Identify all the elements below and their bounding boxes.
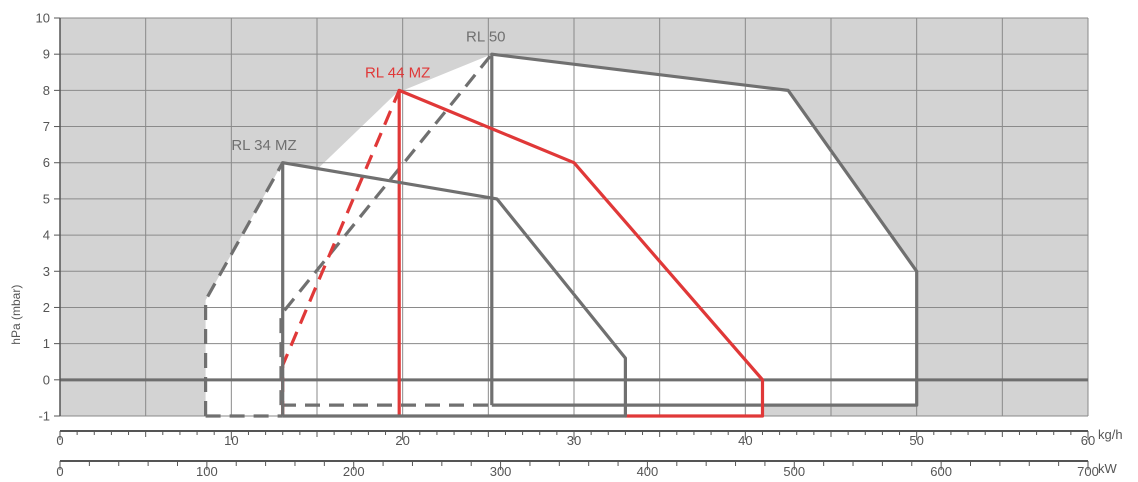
- y-tick-label: 4: [43, 228, 50, 243]
- rl-34-mz-label: RL 34 MZ: [231, 137, 296, 154]
- kgh-unit-label: kg/h: [1098, 427, 1123, 442]
- kw-tick-label: 600: [930, 464, 952, 479]
- rl-44-mz-label: RL 44 MZ: [365, 65, 430, 82]
- y-tick-label: 1: [43, 336, 50, 351]
- kw-unit-label: kW: [1098, 461, 1118, 476]
- kgh-tick-label: 0: [56, 433, 63, 448]
- y-axis: -1 0 1 2 3 4 5 6 7 8 9 10 hPa (mbar): [9, 11, 61, 424]
- kgh-tick-label: 20: [395, 433, 409, 448]
- kw-tick-label: 0: [56, 464, 63, 479]
- y-tick-label: 7: [43, 119, 50, 134]
- y-tick-label: 2: [43, 300, 50, 315]
- rl-50-solid-line: [490, 52, 919, 407]
- y-axis-title: hPa (mbar): [9, 285, 23, 345]
- kgh-tick-label: 40: [738, 433, 752, 448]
- y-tick-label: 6: [43, 155, 50, 170]
- rl-50-label: RL 50: [466, 29, 505, 46]
- kw-tick-label: 500: [783, 464, 805, 479]
- kw-tick-label: 400: [637, 464, 659, 479]
- kgh-tick-label: 10: [224, 433, 238, 448]
- y-tick-label: 3: [43, 264, 50, 279]
- y-tick-label: 10: [36, 11, 50, 26]
- kw-tick-label: 100: [196, 464, 218, 479]
- y-tick-label: 0: [43, 372, 50, 387]
- rl-44-mz-solid-line: [397, 88, 765, 418]
- rl-34-mz-dashed-line: [204, 161, 285, 416]
- kw-tick-label: 200: [343, 464, 365, 479]
- kw-tick-label: 700: [1077, 464, 1099, 479]
- series-lines: [204, 52, 919, 418]
- y-tick-label: 8: [43, 83, 50, 98]
- y-tick-label: 5: [43, 191, 50, 206]
- kgh-tick-label: 50: [909, 433, 923, 448]
- kw-tick-label: 300: [490, 464, 512, 479]
- y-tick-label: -1: [38, 409, 50, 424]
- rl-50-dashed-line: [279, 53, 494, 406]
- series-labels: RL 50 RL 44 MZ RL 34 MZ: [231, 29, 505, 155]
- x-axes: 0 10 20 30 40 50 60 kg/h 0 100 200 300 400 500 600 700 k…: [56, 427, 1122, 479]
- y-tick-label: 9: [43, 47, 50, 62]
- kgh-tick-label: 30: [567, 433, 581, 448]
- kgh-tick-label: 60: [1081, 433, 1095, 448]
- rl-34-mz-solid-line: [281, 161, 628, 418]
